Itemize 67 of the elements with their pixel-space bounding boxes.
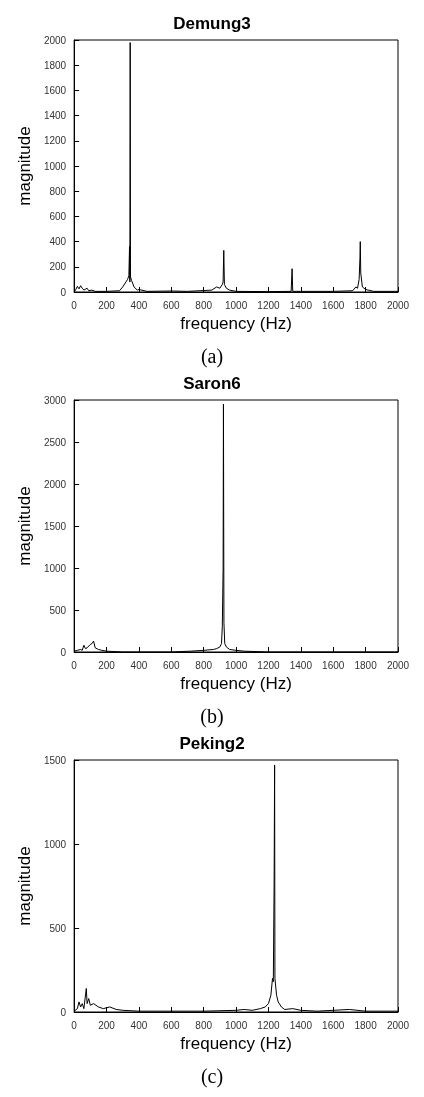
x-tick-label: 600 <box>162 299 181 311</box>
y-tick-label: 800 <box>49 185 67 197</box>
y-tick-label: 2000 <box>43 478 67 490</box>
y-tick-label: 1000 <box>43 838 67 850</box>
x-tick-label: 1000 <box>224 1019 248 1031</box>
x-tick-label: 2000 <box>386 1019 410 1031</box>
x-tick-label: 0 <box>71 1019 78 1031</box>
x-tick-label: 200 <box>98 1019 116 1031</box>
x-tick-label: 200 <box>98 659 116 671</box>
y-tick-label: 3000 <box>43 394 67 406</box>
x-axis-title: frequency (Hz) <box>180 1033 292 1053</box>
x-tick-label: 800 <box>195 1019 213 1031</box>
y-tick-label: 2000 <box>43 34 67 46</box>
x-tick-label: 1800 <box>354 299 378 311</box>
x-tick-label: 2000 <box>386 299 410 311</box>
x-axis-title: frequency (Hz) <box>180 673 292 693</box>
x-tick-label: 1800 <box>354 1019 378 1031</box>
x-tick-label: 800 <box>195 659 213 671</box>
y-tick-label: 200 <box>49 261 67 273</box>
x-tick-label: 1200 <box>257 299 281 311</box>
text: (a) <box>200 345 224 368</box>
y-tick-label: 0 <box>60 286 67 298</box>
x-tick-label: 1200 <box>257 659 281 671</box>
y-tick-label: 1600 <box>43 84 67 96</box>
y-axis-title: magnitude <box>15 126 34 206</box>
x-tick-label: 1600 <box>322 659 345 671</box>
x-tick-label: 400 <box>130 659 148 671</box>
y-tick-label: 1200 <box>43 135 67 147</box>
x-axis-title: frequency (Hz) <box>180 313 292 333</box>
y-axis-title: magnitude <box>15 846 34 926</box>
y-tick-label: 1800 <box>43 59 67 71</box>
y-tick-label: 0 <box>60 1006 67 1018</box>
y-tick-label: 1000 <box>43 562 67 574</box>
x-tick-label: 400 <box>130 1019 148 1031</box>
x-tick-label: 2000 <box>386 659 410 671</box>
x-tick-label: 400 <box>130 299 148 311</box>
y-tick-label: 2500 <box>43 436 67 448</box>
y-tick-label: 0 <box>60 646 67 658</box>
x-tick-label: 0 <box>71 299 78 311</box>
x-tick-label: 1000 <box>224 299 248 311</box>
text: (b) <box>200 705 224 728</box>
y-tick-label: 1500 <box>43 520 67 532</box>
text: (c) <box>200 1065 224 1088</box>
x-tick-label: 0 <box>71 659 78 671</box>
x-tick-label: 1800 <box>354 659 378 671</box>
y-tick-label: 500 <box>49 922 67 934</box>
x-tick-label: 1000 <box>224 659 248 671</box>
x-tick-label: 600 <box>162 659 181 671</box>
x-tick-label: 1400 <box>289 659 313 671</box>
x-tick-label: 200 <box>98 299 116 311</box>
x-tick-label: 1200 <box>257 1019 281 1031</box>
chart-title: Peking2 <box>179 734 245 753</box>
chart-title: Demung3 <box>173 14 251 33</box>
x-tick-label: 1600 <box>322 1019 345 1031</box>
y-tick-label: 600 <box>49 210 67 222</box>
y-tick-label: 1400 <box>43 110 67 122</box>
y-tick-label: 1500 <box>43 754 67 766</box>
y-tick-label: 500 <box>49 604 67 616</box>
x-tick-label: 1400 <box>289 1019 313 1031</box>
x-tick-label: 1600 <box>322 299 345 311</box>
x-tick-label: 1400 <box>289 299 313 311</box>
y-tick-label: 1000 <box>43 160 67 172</box>
y-tick-label: 400 <box>49 236 67 248</box>
x-tick-label: 800 <box>195 299 213 311</box>
x-tick-label: 600 <box>162 1019 181 1031</box>
y-axis-title: magnitude <box>15 486 34 566</box>
chart-title: Saron6 <box>183 374 241 393</box>
